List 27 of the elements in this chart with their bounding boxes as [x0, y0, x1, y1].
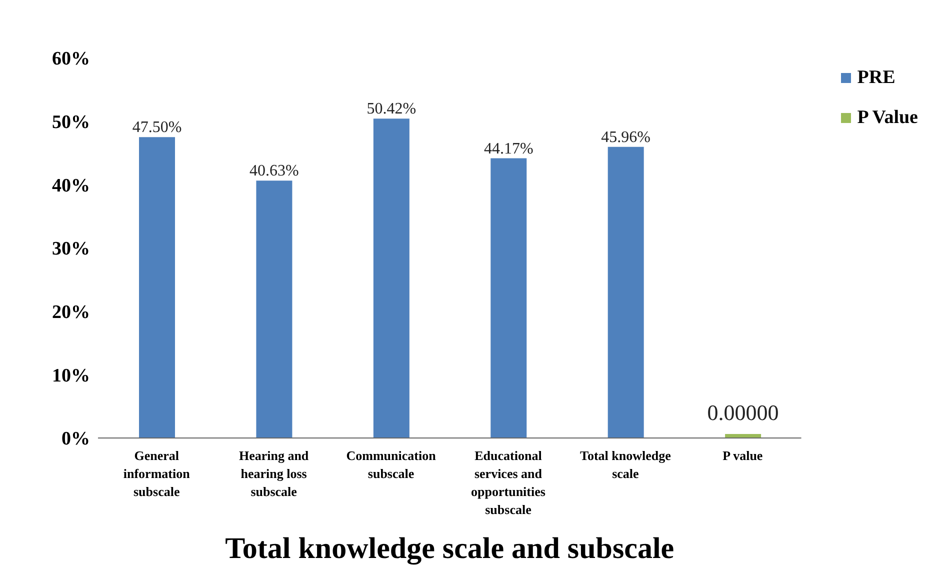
y-tick-label: 20%	[52, 302, 90, 324]
bar	[256, 180, 292, 438]
x-tick-label: Communication subscale	[346, 448, 437, 481]
x-tick-label: Hearing and hearing loss subscale	[238, 448, 310, 499]
x-tick-label: General information subscale	[123, 448, 191, 499]
data-label: 50.42%	[366, 100, 416, 118]
bar	[490, 158, 527, 438]
x-tick-label: Total knowledge scale	[580, 448, 672, 481]
data-label: 40.63%	[250, 162, 299, 180]
y-tick-label: 30%	[52, 238, 90, 260]
data-label: 0.00000	[707, 400, 779, 425]
y-tick-label: 0%	[62, 428, 90, 450]
legend-label: PRE	[857, 66, 896, 90]
data-label: 45.96%	[601, 128, 651, 146]
data-label: 44.17%	[484, 140, 534, 158]
y-tick-label: 40%	[52, 175, 90, 196]
legend-label: P Value	[857, 106, 918, 130]
bar	[139, 137, 175, 438]
data-label: 47.50%	[132, 119, 182, 136]
x-tick-label: Educational services and opportunities subscale	[471, 448, 546, 517]
bar	[373, 118, 410, 438]
x-tick-label: P value	[722, 448, 763, 463]
y-tick-label: 50%	[52, 112, 90, 134]
y-tick-label: 10%	[52, 365, 90, 386]
y-tick-label: 60%	[52, 48, 90, 70]
bar	[608, 146, 644, 438]
x-axis-title: Total knowledge scale and subscale	[225, 532, 674, 565]
